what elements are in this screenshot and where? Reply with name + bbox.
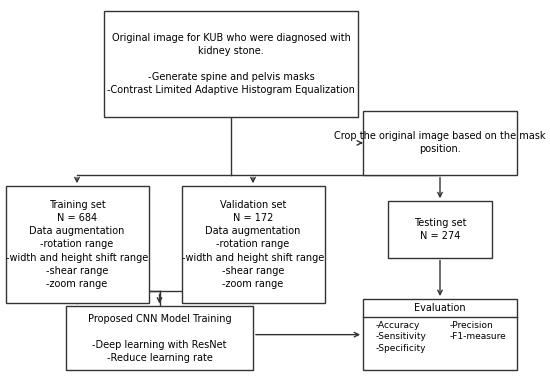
Text: Proposed CNN Model Training

-Deep learning with ResNet
-Reduce learning rate: Proposed CNN Model Training -Deep learni… (87, 314, 232, 363)
FancyBboxPatch shape (104, 11, 358, 117)
Text: Evaluation: Evaluation (414, 303, 466, 313)
Text: -Accuracy
-Sensitivity
-Specificity: -Accuracy -Sensitivity -Specificity (375, 320, 426, 353)
Text: Original image for KUB who were diagnosed with
kidney stone.

-Generate spine an: Original image for KUB who were diagnose… (107, 32, 355, 96)
FancyBboxPatch shape (388, 201, 492, 258)
FancyBboxPatch shape (363, 299, 517, 370)
FancyBboxPatch shape (66, 306, 253, 370)
Text: Validation set
N = 172
Data augmentation
-rotation range
-width and height shift: Validation set N = 172 Data augmentation… (182, 200, 324, 289)
FancyBboxPatch shape (6, 186, 148, 303)
FancyBboxPatch shape (363, 111, 517, 175)
Text: Training set
N = 684
Data augmentation
-rotation range
-width and height shift r: Training set N = 684 Data augmentation -… (6, 200, 148, 289)
Text: Testing set
N = 274: Testing set N = 274 (414, 218, 466, 241)
FancyBboxPatch shape (182, 186, 324, 303)
Text: Crop the original image based on the mask
position.: Crop the original image based on the mas… (334, 131, 546, 155)
Text: -Precision
-F1-measure: -Precision -F1-measure (449, 320, 506, 341)
